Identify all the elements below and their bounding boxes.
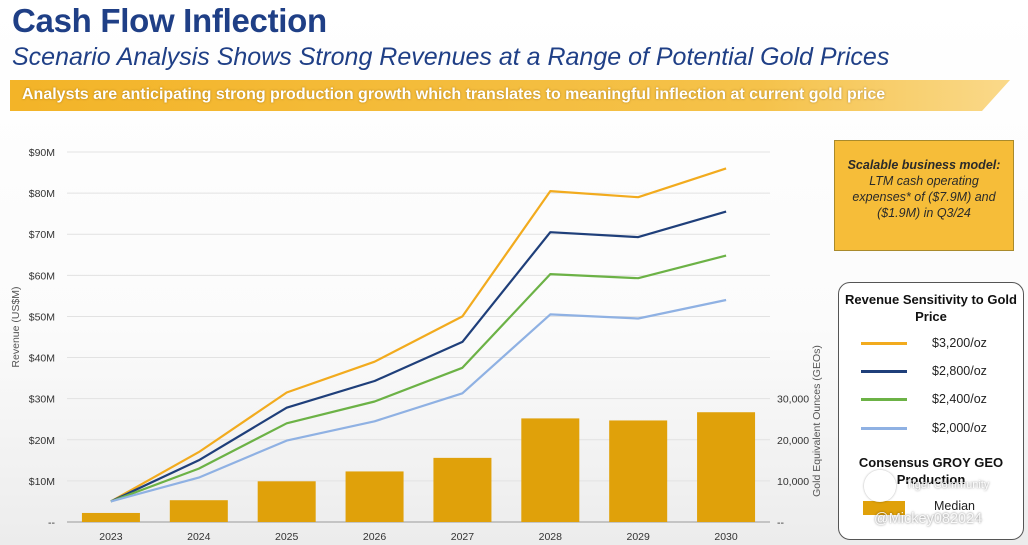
y2-tick-label: 30,000 xyxy=(777,394,809,406)
banner-shape xyxy=(10,80,1010,111)
production-bar xyxy=(257,481,316,522)
legend-swatch xyxy=(861,342,907,345)
legend-swatch xyxy=(861,370,907,373)
x-tick-label: 2027 xyxy=(451,531,475,543)
x-tick-label: 2029 xyxy=(627,531,651,543)
callout-bold: Scalable business model: xyxy=(847,158,1001,172)
production-bar xyxy=(609,420,668,522)
legend-label: $3,200/oz xyxy=(932,336,987,350)
x-tick-label: 2028 xyxy=(539,531,563,543)
callout-box: Scalable business model: LTM cash operat… xyxy=(834,140,1014,251)
x-tick-label: 2030 xyxy=(714,531,738,543)
y-tick-label: -- xyxy=(48,517,55,529)
series-line xyxy=(110,167,727,503)
y2-tick-label: 20,000 xyxy=(777,435,809,447)
production-legend-title: Consensus GROY GEO Production xyxy=(858,455,1004,487)
chart-legend: Revenue Sensitivity to Gold Price $3,200… xyxy=(838,282,1024,540)
production-bar xyxy=(521,418,580,522)
legend-title: Revenue Sensitivity to Gold Price xyxy=(845,292,1017,324)
y-tick-label: $70M xyxy=(29,229,55,241)
production-bar xyxy=(697,412,756,522)
y-axis-label: Revenue (US$M) xyxy=(10,286,22,367)
production-bar xyxy=(169,500,228,522)
y-tick-label: $50M xyxy=(29,311,55,323)
x-tick-label: 2026 xyxy=(363,531,387,543)
median-label: Median xyxy=(934,499,975,513)
series-line xyxy=(110,210,727,503)
y-tick-label: $10M xyxy=(29,476,55,488)
page-title: Cash Flow Inflection xyxy=(12,2,327,39)
series-line xyxy=(110,298,727,503)
legend-label: $2,800/oz xyxy=(932,364,987,378)
callout-text: LTM cash operating expenses* of ($7.9M) … xyxy=(852,174,996,220)
y-tick-label: $90M xyxy=(29,147,55,159)
production-bar xyxy=(81,512,140,522)
median-bar-swatch xyxy=(863,501,905,515)
legend-swatch xyxy=(861,398,907,401)
y-tick-label: $60M xyxy=(29,270,55,282)
y2-tick-label: -- xyxy=(777,517,784,529)
y2-axis-label: Gold Equivalent Ounces (GEOs) xyxy=(811,345,823,497)
legend-swatch xyxy=(861,427,907,430)
y-tick-label: $80M xyxy=(29,188,55,200)
series-line xyxy=(110,254,727,503)
y-tick-label: $30M xyxy=(29,394,55,406)
y2-tick-label: 10,000 xyxy=(777,476,809,488)
banner-text: Analysts are anticipating strong product… xyxy=(22,86,886,103)
page-subtitle: Scenario Analysis Shows Strong Revenues … xyxy=(12,43,890,71)
x-tick-label: 2024 xyxy=(187,531,211,543)
legend-label: $2,000/oz xyxy=(932,421,987,435)
y-tick-label: $40M xyxy=(29,353,55,365)
x-tick-label: 2025 xyxy=(275,531,299,543)
production-bar xyxy=(433,457,492,522)
y-tick-label: $20M xyxy=(29,435,55,447)
production-bar xyxy=(345,471,404,522)
headline-banner: Analysts are anticipating strong product… xyxy=(10,80,1010,111)
x-tick-label: 2023 xyxy=(99,531,123,543)
legend-label: $2,400/oz xyxy=(932,392,987,406)
